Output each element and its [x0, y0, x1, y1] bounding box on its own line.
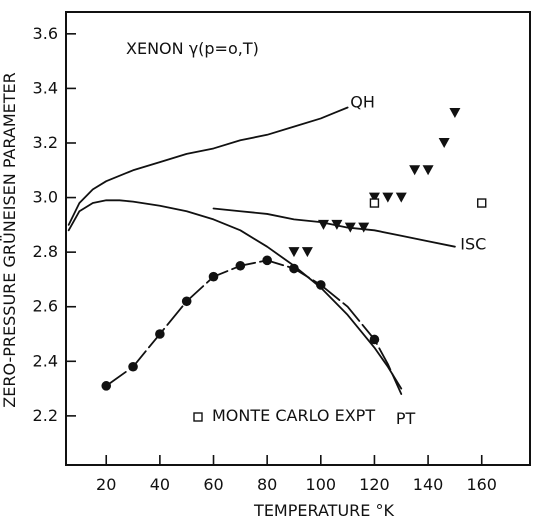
y-tick-label: 3.4	[33, 78, 58, 97]
x-tick-label: 160	[466, 475, 497, 494]
series-line-2	[212, 207, 456, 248]
x-tick-label: 20	[96, 475, 116, 494]
data-point-triangle	[288, 247, 300, 258]
data-point-triangle	[409, 165, 421, 176]
data-point-circle	[369, 334, 380, 345]
y-tick-label: 2.4	[33, 351, 58, 370]
data-point-triangle	[344, 222, 356, 233]
qh-label: QH	[350, 93, 375, 112]
y-axis-label: ZERO-PRESSURE GRÜNEISEN PARAMETER	[0, 72, 19, 407]
data-point-circle	[101, 381, 112, 391]
y-tick-label: 2.6	[33, 297, 58, 316]
data-point-circle	[315, 280, 326, 290]
data-point-triangle	[358, 222, 370, 233]
data-point-square	[369, 198, 380, 208]
data-point-triangle	[422, 165, 434, 176]
x-tick-label: 120	[359, 475, 390, 494]
pt-label: PT	[396, 409, 416, 428]
data-point-triangle	[368, 192, 380, 203]
series-line-5	[319, 283, 403, 395]
data-point-triangle	[317, 219, 329, 230]
isc-label: ISC	[460, 234, 486, 253]
x-tick-label: 60	[203, 475, 223, 494]
data-point-circle	[208, 271, 219, 282]
series-line-3	[67, 199, 403, 390]
y-tick-label: 3.6	[33, 24, 58, 43]
data-point-circle	[262, 255, 272, 266]
data-point-circle	[155, 329, 165, 339]
y-tick-label: 3.2	[33, 133, 58, 152]
data-point-triangle	[438, 137, 450, 148]
x-axis-label: TEMPERATURE °K	[253, 501, 394, 520]
x-tick-label: 140	[413, 475, 444, 494]
data-point-triangle	[395, 192, 407, 203]
data-point-triangle	[449, 107, 461, 118]
y-tick-label: 2.2	[33, 406, 58, 425]
data-point-circle	[128, 361, 138, 372]
y-tick-label: 3.0	[33, 188, 58, 207]
data-point-triangle	[382, 192, 394, 203]
x-tick-label: 80	[257, 475, 277, 494]
legend-marker-square	[193, 412, 203, 422]
x-tick-label: 40	[150, 475, 170, 494]
legend-label: MONTE CARLO EXPT	[212, 406, 375, 425]
series-line-1	[67, 106, 349, 226]
chart-title: XENON γ(p=o,T)	[126, 39, 259, 58]
data-point-circle	[289, 263, 299, 274]
data-point-circle	[235, 260, 246, 271]
x-tick-label: 100	[306, 475, 337, 494]
data-point-triangle	[301, 247, 313, 258]
data-point-triangle	[331, 219, 343, 230]
plot-frame	[65, 11, 531, 466]
data-point-circle	[181, 296, 192, 307]
data-point-square	[477, 198, 487, 208]
y-tick-label: 2.8	[33, 242, 58, 261]
